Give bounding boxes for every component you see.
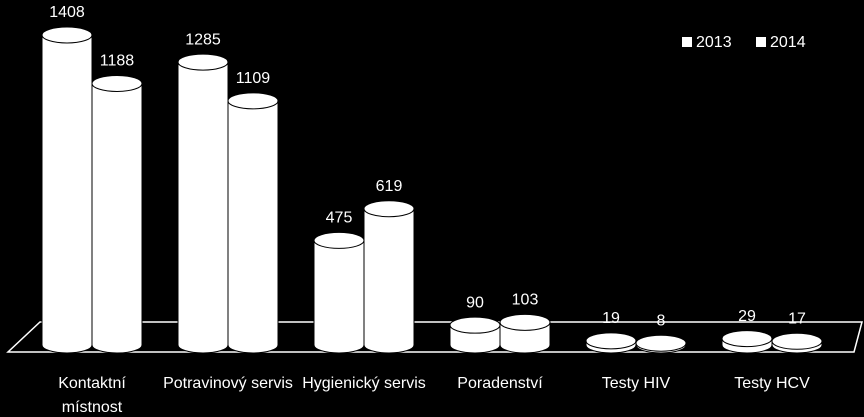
x-tick-label: Poradenství	[457, 375, 543, 392]
bar-cap	[499, 313, 551, 331]
bar-cap	[91, 74, 143, 92]
x-tick-label: Testy HCV	[734, 375, 810, 392]
bar	[177, 61, 229, 354]
value-label: 1188	[100, 53, 135, 70]
legend-swatch	[682, 37, 692, 47]
bar-cap	[363, 200, 415, 218]
value-label: 1109	[236, 70, 271, 87]
value-label: 475	[326, 210, 353, 227]
bar-cap	[585, 332, 637, 350]
value-label: 619	[376, 178, 403, 195]
value-label: 1408	[49, 4, 85, 21]
value-label: 90	[466, 294, 484, 311]
value-label: 17	[788, 310, 806, 327]
bar	[363, 208, 415, 354]
value-label: 29	[738, 308, 756, 325]
bar-cap	[721, 330, 773, 348]
bar-cap	[449, 316, 501, 334]
bar	[499, 321, 551, 354]
x-tick-label: Potravinový servis	[163, 375, 293, 392]
floor	[6, 321, 863, 353]
value-label: 8	[657, 312, 666, 329]
bar-cap	[635, 334, 687, 352]
bar-cap	[227, 92, 279, 110]
bar	[313, 239, 365, 354]
value-label: 19	[602, 310, 620, 327]
value-label: 1285	[185, 31, 221, 48]
legend-swatch	[756, 37, 766, 47]
bar-cap	[41, 26, 93, 44]
legend-label: 2014	[770, 34, 806, 51]
bar-cap	[313, 231, 365, 249]
value-label: 103	[512, 292, 539, 309]
x-tick-label: Hygienický servis	[302, 375, 426, 392]
bar	[91, 82, 143, 354]
bar	[227, 100, 279, 354]
bar-cap	[177, 53, 229, 71]
x-tick-label: Kontaktní místnost	[58, 375, 126, 416]
x-tick-label: Testy HIV	[601, 375, 671, 392]
bar-cap	[771, 332, 823, 350]
legend-label: 2013	[696, 34, 732, 51]
bar	[41, 34, 93, 354]
